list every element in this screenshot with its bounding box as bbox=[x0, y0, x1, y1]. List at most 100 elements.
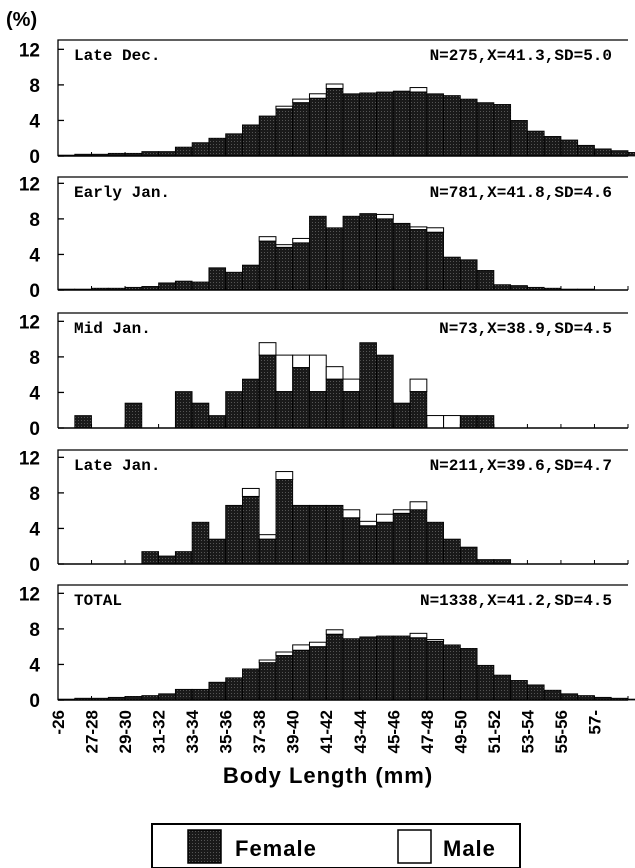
bar-female bbox=[426, 231, 444, 291]
panel-stats: N=781,X=41.8,SD=4.6 bbox=[430, 184, 612, 202]
y-tick-label: 4 bbox=[29, 245, 40, 266]
bar-female bbox=[409, 509, 428, 565]
bar-female bbox=[376, 218, 394, 291]
bar-female bbox=[426, 640, 444, 701]
bar-female bbox=[325, 633, 344, 701]
x-category-label: 35-36 bbox=[217, 710, 236, 753]
y-tick-label: 0 bbox=[29, 147, 40, 168]
bar-female bbox=[510, 680, 528, 701]
bar-female bbox=[191, 688, 210, 701]
y-tick-label: 8 bbox=[29, 210, 40, 231]
bar-female bbox=[443, 644, 461, 701]
panel-1: 0 4 8 12 Late Dec. N=275,X=41.3,SD=5.0 bbox=[19, 39, 635, 168]
bar-female bbox=[409, 391, 428, 429]
bar-female bbox=[292, 504, 310, 565]
bar-female bbox=[309, 97, 327, 157]
bar-female bbox=[208, 681, 227, 701]
bar-female bbox=[292, 242, 310, 291]
bar-female bbox=[325, 88, 344, 157]
bar-female bbox=[292, 649, 310, 701]
x-category-label: 57- bbox=[586, 710, 605, 735]
bar-female bbox=[359, 213, 377, 291]
bar-male bbox=[275, 105, 294, 110]
bar-female bbox=[174, 688, 193, 701]
x-category-label: 49-50 bbox=[451, 710, 470, 753]
bar-female bbox=[493, 104, 512, 157]
bar-female bbox=[191, 521, 210, 565]
x-category-label: 45-46 bbox=[384, 710, 403, 753]
bar-male bbox=[275, 651, 294, 657]
panel-frame bbox=[57, 39, 628, 156]
x-category-label: 53-54 bbox=[518, 709, 537, 753]
bar-female bbox=[325, 504, 344, 565]
bar-male bbox=[409, 501, 428, 511]
bar-female bbox=[510, 120, 528, 157]
bar-female bbox=[258, 240, 277, 291]
bar-female bbox=[493, 284, 512, 291]
bar-female bbox=[225, 677, 243, 701]
y-tick-label: 4 bbox=[29, 655, 40, 676]
bar-female bbox=[392, 90, 411, 157]
panel-label: Mid Jan. bbox=[74, 320, 151, 338]
panel-frame bbox=[57, 584, 628, 700]
bar-female bbox=[225, 133, 243, 157]
x-category-label: 41-42 bbox=[317, 710, 336, 753]
bar-female bbox=[158, 282, 176, 291]
bar-female bbox=[459, 415, 478, 429]
x-axis-label: Body Length (mm) bbox=[223, 763, 433, 788]
bar-female bbox=[459, 546, 478, 565]
x-category-label: 33-34 bbox=[183, 709, 202, 753]
bar-female bbox=[174, 391, 193, 429]
bar-female bbox=[174, 146, 193, 157]
panel-label: Late Jan. bbox=[74, 457, 160, 475]
panel-3: 0 4 8 12 Mid Jan. N=73,X=38.9,SD=4.5 bbox=[19, 312, 629, 440]
bar-male bbox=[342, 509, 361, 519]
x-category-label: -26 bbox=[49, 710, 68, 735]
bar-female bbox=[392, 512, 411, 565]
bar-female bbox=[560, 139, 579, 157]
bar-female bbox=[627, 698, 635, 701]
bar-female bbox=[459, 259, 478, 291]
bar-female bbox=[443, 256, 461, 291]
bar-female bbox=[342, 638, 361, 701]
bar-female bbox=[409, 637, 428, 701]
bar-female bbox=[208, 415, 227, 429]
y-tick-label: 12 bbox=[19, 174, 40, 195]
panel-stats: N=211,X=39.6,SD=4.7 bbox=[430, 457, 612, 475]
panel-label: Early Jan. bbox=[74, 184, 170, 202]
bar-male bbox=[426, 415, 445, 429]
bar-female bbox=[275, 246, 294, 291]
bar-female bbox=[191, 402, 210, 429]
panel-frame bbox=[57, 449, 628, 564]
panel-frame bbox=[57, 312, 628, 428]
panel-2: 0 4 8 12 Early Jan. N=781,X=41.8,SD=4.6 bbox=[19, 174, 629, 302]
bar-female bbox=[208, 137, 227, 157]
bar-female bbox=[476, 415, 495, 429]
bar-female bbox=[409, 229, 428, 291]
x-category-label: 47-48 bbox=[418, 710, 437, 753]
bar-female bbox=[275, 391, 294, 429]
panel-stats: N=1338,X=41.2,SD=4.5 bbox=[420, 592, 612, 610]
bar-female bbox=[258, 354, 277, 429]
bar-female bbox=[376, 91, 394, 157]
bar-male bbox=[292, 644, 310, 651]
bar-female bbox=[242, 264, 260, 291]
y-tick-label: 4 bbox=[29, 383, 40, 404]
bar-male bbox=[426, 639, 445, 642]
bar-female bbox=[476, 664, 495, 701]
x-category-label: 37-38 bbox=[250, 710, 269, 753]
bar-female bbox=[242, 124, 260, 157]
bar-female bbox=[627, 152, 635, 157]
bar-female bbox=[174, 551, 193, 565]
panel-label: Late Dec. bbox=[74, 47, 160, 65]
bar-female bbox=[493, 674, 512, 701]
bar-female bbox=[258, 115, 277, 157]
bar-female bbox=[443, 538, 461, 565]
bar-female bbox=[158, 693, 176, 701]
bar-female bbox=[376, 354, 394, 429]
bar-female bbox=[392, 635, 411, 701]
bar-female bbox=[141, 551, 159, 565]
bar-female bbox=[527, 130, 545, 157]
bar-female bbox=[359, 342, 377, 429]
panel-label: TOTAL bbox=[74, 592, 122, 610]
